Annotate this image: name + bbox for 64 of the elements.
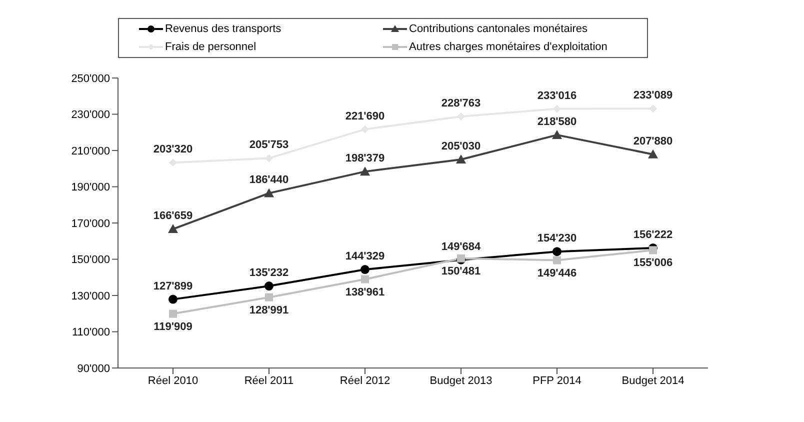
- y-tick-label: 130'000: [71, 290, 110, 302]
- x-tick-label: Réel 2011: [244, 374, 294, 387]
- y-tick-label: 110'000: [72, 326, 110, 339]
- data-label: 144'329: [345, 250, 385, 263]
- x-tick-label: Budget 2014: [622, 374, 684, 387]
- data-label: 166'659: [153, 210, 193, 222]
- y-tick-label: 250'000: [71, 72, 110, 85]
- point: [649, 104, 657, 113]
- point: [168, 294, 178, 304]
- data-label: 233'089: [633, 90, 673, 102]
- point: [265, 154, 273, 162]
- point: [360, 166, 370, 176]
- data-label: 135'232: [249, 267, 289, 280]
- point: [168, 224, 178, 234]
- legend-label: Autres charges monétaires d'exploitation: [409, 41, 608, 53]
- legend-label: Contributions cantonales monétaires: [409, 23, 588, 35]
- data-label: 207'880: [633, 135, 673, 148]
- point: [360, 265, 370, 274]
- data-label: 150'481: [441, 265, 481, 278]
- point: [169, 158, 177, 167]
- data-label: 128'991: [249, 304, 289, 316]
- data-label: 205'030: [441, 140, 481, 153]
- data-label: 154'230: [537, 232, 577, 245]
- y-tick-label: 150'000: [71, 254, 110, 266]
- data-label: 138'961: [345, 286, 385, 298]
- data-label: 203'320: [153, 144, 193, 156]
- data-label: 205'753: [249, 139, 289, 152]
- data-label: 186'440: [249, 174, 289, 186]
- point: [649, 246, 657, 254]
- y-tick-label: 210'000: [71, 145, 110, 158]
- point: [169, 310, 177, 318]
- data-label: 233'016: [537, 90, 577, 102]
- data-label: 149'684: [441, 240, 482, 253]
- data-label: 198'379: [345, 152, 385, 165]
- point: [361, 125, 369, 134]
- point: [552, 247, 562, 256]
- data-label: 155'006: [633, 257, 673, 270]
- x-tick-label: Budget 2013: [430, 374, 492, 387]
- y-tick-label: 230'000: [71, 109, 110, 122]
- point: [648, 149, 658, 158]
- legend-label: Revenus des transports: [165, 23, 282, 35]
- data-label: 218'580: [537, 116, 577, 128]
- x-tick-label: Réel 2010: [148, 374, 198, 387]
- point: [552, 130, 562, 139]
- data-label: 221'690: [345, 110, 385, 122]
- x-tick-label: Réel 2012: [340, 374, 390, 387]
- point: [553, 256, 561, 264]
- y-tick-label: 170'000: [71, 218, 110, 230]
- data-label: 156'222: [633, 228, 673, 241]
- y-tick-label: 190'000: [71, 182, 110, 194]
- y-tick-label: 90'000: [77, 362, 110, 375]
- point: [456, 154, 466, 164]
- data-label: 228'763: [441, 97, 481, 110]
- data-label: 149'446: [537, 267, 577, 280]
- point: [264, 188, 274, 198]
- point: [264, 282, 274, 291]
- point: [457, 112, 465, 120]
- point: [265, 293, 273, 302]
- x-tick-label: PFP 2014: [532, 374, 582, 387]
- point: [553, 104, 561, 113]
- data-label: 127'899: [153, 280, 193, 292]
- legend-label: Frais de personnel: [165, 41, 256, 53]
- point: [361, 275, 369, 284]
- data-label: 119'909: [154, 320, 192, 333]
